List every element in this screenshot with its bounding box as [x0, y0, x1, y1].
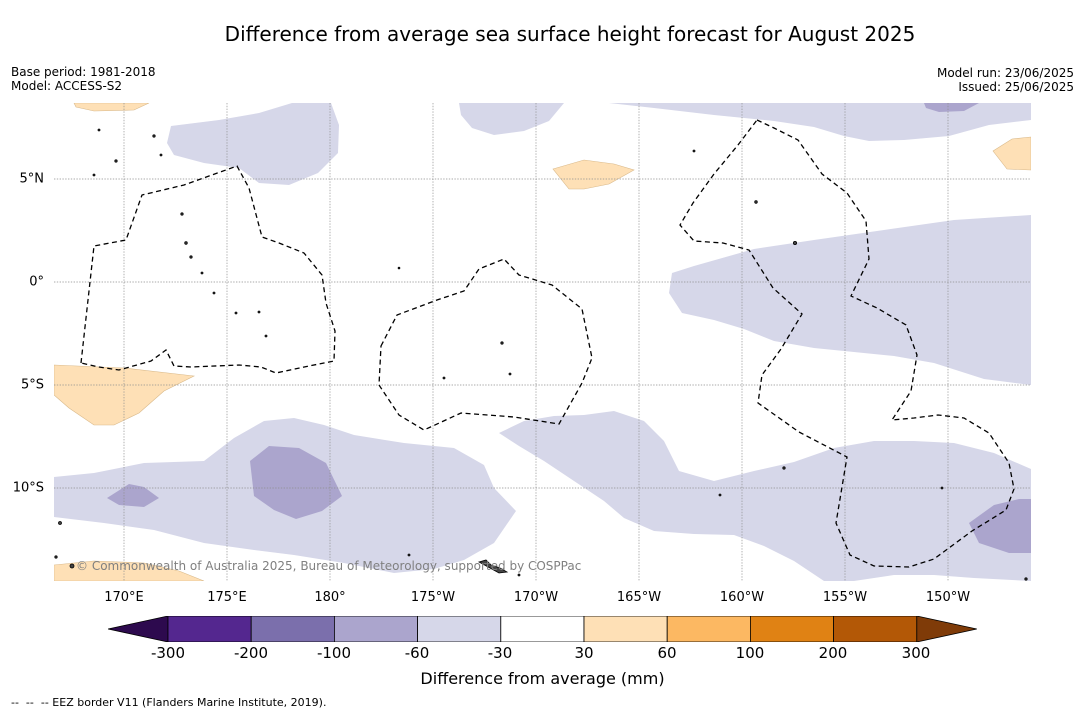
colorbar-segment: [500, 616, 585, 642]
island: [1024, 577, 1028, 581]
island: [180, 212, 184, 216]
colorbar: [108, 616, 977, 642]
stronger-negative-regions: [107, 103, 1031, 553]
island: [200, 271, 204, 275]
map-panel[interactable]: [54, 103, 1031, 581]
island: [152, 134, 156, 138]
island: [114, 159, 118, 163]
negative-tongue-east: [669, 215, 1031, 385]
lat-label-5s: 5°S: [20, 377, 44, 393]
island-group: [477, 559, 509, 574]
positive-patch-nw: [73, 103, 150, 112]
island: [97, 128, 101, 132]
island: [159, 153, 163, 157]
eez-border-west: [80, 165, 336, 374]
model-text: Model: ACCESS-S2: [11, 79, 123, 93]
colorbar-tick: -200: [233, 644, 269, 662]
negative-anomaly-regions: [54, 103, 1031, 581]
colorbar-tick: -100: [316, 644, 352, 662]
colorbar-segment: [417, 616, 502, 642]
island: [793, 240, 798, 245]
island: [212, 291, 216, 295]
copyright-notice: © Commonwealth of Australia 2025, Bureau…: [76, 559, 582, 573]
map-canvas: [54, 103, 1031, 581]
lon-label-175e: 175°E: [207, 590, 247, 605]
island: [184, 241, 188, 245]
eez-borders: [80, 119, 1015, 568]
colorbar-tick: -60: [404, 644, 430, 662]
negative-band-north: [167, 103, 339, 185]
colorbar-tick: 100: [735, 644, 765, 662]
island: [234, 311, 238, 315]
island: [442, 376, 446, 380]
colorbar-label: Difference from average (mm): [420, 669, 665, 688]
lat-label-10s: 10°S: [12, 480, 44, 496]
colorbar-segment: [666, 616, 751, 642]
island: [940, 486, 944, 490]
lon-label-180: 180°: [314, 590, 346, 605]
island: [500, 341, 504, 345]
negative-patch-north-mid: [459, 103, 564, 135]
colorbar-tick: 200: [818, 644, 848, 662]
lon-label-170e: 170°E: [104, 590, 144, 605]
island: [782, 466, 786, 470]
colorbar-tick: -30: [487, 644, 513, 662]
metadata-left: Base period: 1981-2018 Model: ACCESS-S2: [11, 65, 156, 93]
lon-label-160w: 160°W: [719, 590, 765, 605]
colorbar-segment: [333, 616, 418, 642]
island: [264, 334, 268, 338]
lon-label-175w: 175°W: [410, 590, 456, 605]
island: [54, 555, 58, 559]
colorbar-segment: [833, 616, 918, 642]
island: [397, 266, 401, 270]
eez-border-east: [679, 119, 1015, 568]
colorbar-extension-low: [108, 616, 169, 642]
island: [257, 310, 261, 314]
stronger-negative-north: [924, 103, 979, 112]
colorbar-segment: [583, 616, 668, 642]
island: [718, 493, 722, 497]
island: [69, 563, 75, 569]
eez-footnote: -- -- -- EEZ border V11 (Flanders Marine…: [11, 696, 327, 709]
colorbar-segment: [167, 616, 252, 642]
island: [517, 573, 521, 577]
island: [407, 553, 411, 557]
colorbar-segment: [750, 616, 835, 642]
issued-text: Issued: 25/06/2025: [958, 80, 1074, 94]
positive-patch-ne: [992, 136, 1031, 171]
positive-patch-central-north: [552, 159, 635, 190]
lat-label-5n: 5°N: [19, 171, 45, 187]
positive-anomaly-regions: [54, 103, 1031, 581]
colorbar-extension-high: [916, 616, 977, 642]
island: [692, 149, 696, 153]
island: [754, 200, 758, 204]
positive-patch-sw: [54, 560, 205, 581]
map-title: Difference from average sea surface heig…: [224, 22, 916, 46]
model-run-text: Model run: 23/06/2025: [936, 66, 1074, 80]
negative-band-southeast: [499, 411, 1031, 581]
island: [508, 372, 512, 376]
colorbar-tick: 300: [901, 644, 931, 662]
negative-band-northeast: [609, 103, 1031, 141]
colorbar-segment: [250, 616, 335, 642]
lon-label-150w: 150°W: [925, 590, 971, 605]
lon-label-165w: 165°W: [616, 590, 662, 605]
metadata-right: Model run: 23/06/2025 Issued: 25/06/2025: [937, 66, 1074, 94]
stronger-negative-pocket-east: [969, 499, 1031, 553]
colorbar-tick: 60: [657, 644, 677, 662]
lon-label-170w: 170°W: [513, 590, 559, 605]
island: [92, 173, 96, 177]
stronger-negative-pocket-west: [107, 484, 159, 507]
island: [189, 255, 193, 259]
colorbar-tick: 30: [574, 644, 594, 662]
lat-label-0: 0°: [29, 274, 44, 290]
colorbar-tick: -300: [150, 644, 186, 662]
lon-label-155w: 155°W: [822, 590, 868, 605]
islands: [54, 128, 1028, 581]
base-period-text: Base period: 1981-2018: [11, 65, 156, 79]
island: [58, 521, 62, 525]
stronger-negative-pocket-central: [250, 446, 342, 519]
eez-border-central: [378, 258, 593, 431]
